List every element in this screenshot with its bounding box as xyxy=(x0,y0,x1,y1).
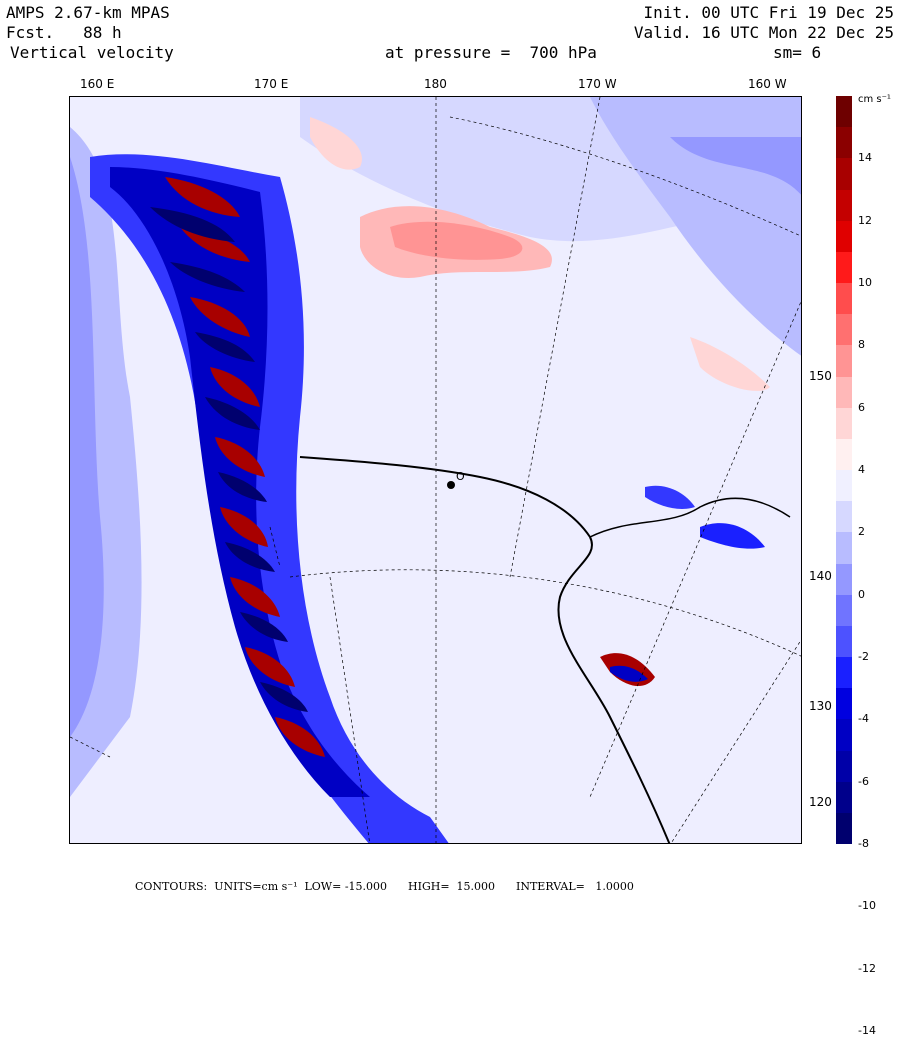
colorbar-segment xyxy=(836,781,852,814)
colorbar-tick-label: 8 xyxy=(858,338,865,352)
colorbar-segment xyxy=(836,688,852,720)
colorbar-segment xyxy=(836,625,852,658)
valid-time: Valid. 16 UTC Mon 22 Dec 25 xyxy=(633,23,894,42)
colorbar-segment xyxy=(836,563,852,596)
colorbar-segment xyxy=(836,532,852,564)
colorbar-segment xyxy=(836,251,852,284)
colorbar-tick-label: -12 xyxy=(858,961,876,975)
colorbar-segment xyxy=(836,470,852,502)
colorbar-tick-label: 6 xyxy=(858,400,865,414)
colorbar xyxy=(836,96,852,845)
colorbar-segment xyxy=(836,158,852,190)
colorbar-segment xyxy=(836,594,852,627)
vertical-velocity-map xyxy=(70,97,801,843)
colorbar-units: cm s⁻¹ xyxy=(858,94,891,105)
colorbar-segment xyxy=(836,220,852,253)
colorbar-segment xyxy=(836,657,852,689)
pressure-level: at pressure = 700 hPa xyxy=(385,43,597,62)
colorbar-segment xyxy=(836,438,852,471)
colorbar-segment xyxy=(836,750,852,783)
colorbar-tick-label: 4 xyxy=(858,463,865,476)
init-time: Init. 00 UTC Fri 19 Dec 25 xyxy=(643,3,894,22)
lon-label-160e: 160 E xyxy=(80,77,115,91)
colorbar-segment xyxy=(836,96,852,128)
colorbar-tick-label: -2 xyxy=(858,650,869,663)
colorbar-segment xyxy=(836,812,852,845)
colorbar-segment xyxy=(836,407,852,440)
colorbar-tick-label: -8 xyxy=(858,837,869,850)
map-panel xyxy=(69,96,802,844)
contour-info: CONTOURS: UNITS=cm s⁻¹ LOW= -15.000 HIGH… xyxy=(135,880,634,893)
forecast-hour: Fcst. 88 h xyxy=(6,23,122,42)
colorbar-tick-label: -6 xyxy=(858,774,869,788)
lon-label-160w: 160 W xyxy=(748,77,787,91)
colorbar-tick-label: 12 xyxy=(858,213,872,227)
colorbar-tick-label: 2 xyxy=(858,525,865,539)
colorbar-tick-label: 10 xyxy=(858,276,872,289)
lon-label-170e: 170 E xyxy=(254,77,289,91)
smoothing: sm= 6 xyxy=(773,43,822,62)
station-label: O xyxy=(456,470,465,483)
model-title: AMPS 2.67-km MPAS xyxy=(6,3,170,22)
colorbar-segment xyxy=(836,283,852,315)
colorbar-tick-label: 14 xyxy=(858,151,872,165)
colorbar-tick-label: 0 xyxy=(858,587,865,601)
lon-label-170w: 170 W xyxy=(578,77,617,91)
colorbar-segment xyxy=(836,376,852,409)
colorbar-tick-label: -14 xyxy=(858,1024,876,1037)
lon-label-180: 180 xyxy=(424,77,447,91)
colorbar-segment xyxy=(836,501,852,533)
field-name: Vertical velocity xyxy=(10,43,174,62)
colorbar-tick-label: -10 xyxy=(858,899,876,913)
colorbar-segment xyxy=(836,189,852,222)
colorbar-segment xyxy=(836,345,852,377)
colorbar-segment xyxy=(836,719,852,751)
colorbar-segment xyxy=(836,127,852,159)
colorbar-segment xyxy=(836,314,852,346)
colorbar-tick-label: -4 xyxy=(858,712,869,726)
